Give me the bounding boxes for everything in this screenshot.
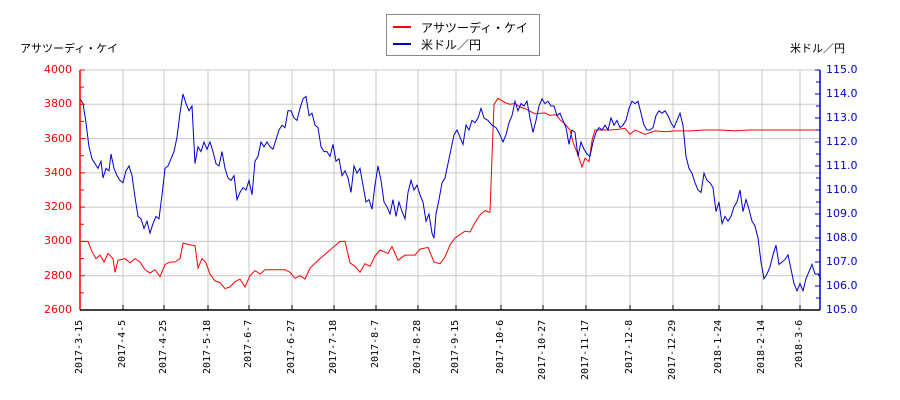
left-axis-tick-label: 3400 xyxy=(44,165,72,179)
right-axis-title: 米ドル／円 xyxy=(790,42,845,55)
red-line-swatch-icon xyxy=(393,26,411,28)
blue-line-swatch-icon xyxy=(393,43,411,45)
series-line-usdjpy xyxy=(79,93,822,293)
right-axis-tick-label: 110.0 xyxy=(826,183,858,196)
right-axis-tick-label: 108.0 xyxy=(826,231,858,244)
left-axis-tick-label: 2800 xyxy=(44,268,72,282)
legend: アサツーディ・ケイ 米ドル／円 xyxy=(386,14,540,56)
left-axis-tick-label: 3600 xyxy=(44,131,72,145)
series-line-adk xyxy=(80,97,820,290)
left-axis-tick-label: 2600 xyxy=(44,303,72,316)
right-axis-tick-label: 109.0 xyxy=(826,207,858,220)
legend-label-adk: アサツーディ・ケイ xyxy=(421,20,528,35)
left-axis-tick-label: 3200 xyxy=(44,200,72,214)
right-axis-tick-label: 105.0 xyxy=(826,303,858,316)
legend-entry-adk: アサツーディ・ケイ xyxy=(393,19,528,35)
gridlines xyxy=(80,69,820,310)
right-axis-tick-label: 113.0 xyxy=(826,111,858,124)
axes xyxy=(79,69,821,311)
legend-entry-usdjpy: 米ドル／円 xyxy=(393,36,481,52)
legend-label-usdjpy: 米ドル／円 xyxy=(421,37,482,52)
left-axis-tick-label: 3000 xyxy=(44,234,72,248)
right-axis-tick-label: 112.0 xyxy=(826,135,858,148)
left-axis-tick-label: 4000 xyxy=(44,63,72,76)
left-axis-title: アサツーディ・ケイ xyxy=(20,42,119,55)
right-axis-tick-label: 106.0 xyxy=(826,279,858,292)
right-axis-tick-label: 115.0 xyxy=(826,63,858,76)
right-axis-tick-label: 111.0 xyxy=(826,159,858,172)
right-axis-tick-label: 107.0 xyxy=(826,255,858,268)
right-axis-tick-label: 114.0 xyxy=(826,87,858,100)
left-axis-tick-label: 3800 xyxy=(44,97,72,111)
